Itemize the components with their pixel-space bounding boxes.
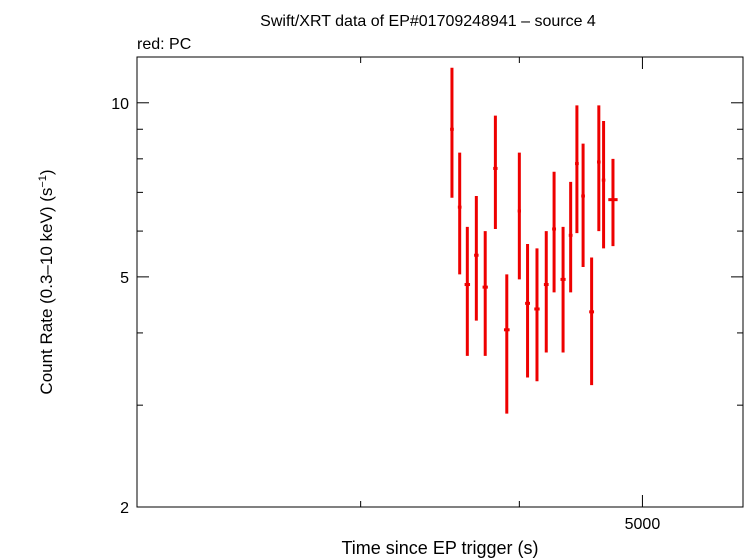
plot-area — [136, 56, 744, 508]
y-axis-ticks: 2 5 10 — [111, 96, 743, 517]
data-point — [568, 181, 573, 293]
data-point — [601, 121, 606, 249]
chart-title: Swift/XRT data of EP#01709248941 – sourc… — [260, 13, 596, 30]
y-tick-label: 5 — [120, 270, 129, 287]
y-tick-label: 10 — [111, 96, 129, 113]
x-axis-ticks: 5000 — [360, 57, 661, 533]
data-point — [464, 226, 471, 356]
data-point — [493, 115, 498, 229]
data-point — [597, 105, 601, 232]
data-point — [503, 274, 510, 414]
data-point — [457, 152, 462, 275]
y-axis-label-close: ) — [37, 169, 56, 175]
data-point — [543, 231, 549, 353]
data-point — [581, 143, 585, 268]
data-point — [575, 105, 579, 234]
data-point — [525, 243, 530, 378]
data-point — [589, 257, 595, 386]
data-point — [474, 195, 479, 321]
chart-subtitle: red: PC — [137, 36, 191, 53]
y-axis-label-exponent: −1 — [37, 175, 49, 188]
x-axis-label: Time since EP trigger (s) — [341, 538, 538, 558]
data-point — [517, 152, 521, 280]
y-axis-label-main: Count Rate (0.3–10 keV) (s — [37, 188, 56, 395]
data-point — [560, 226, 566, 353]
data-point — [534, 248, 540, 382]
y-tick-label: 2 — [120, 500, 129, 517]
data-point — [552, 171, 557, 293]
data-points — [450, 67, 618, 414]
data-point — [608, 158, 618, 247]
y-axis-label: Count Rate (0.3–10 keV) (s−1) — [37, 169, 56, 394]
data-point — [482, 231, 488, 356]
data-point — [450, 67, 454, 198]
x-tick-label: 5000 — [625, 516, 661, 533]
plot-frame — [136, 56, 744, 508]
